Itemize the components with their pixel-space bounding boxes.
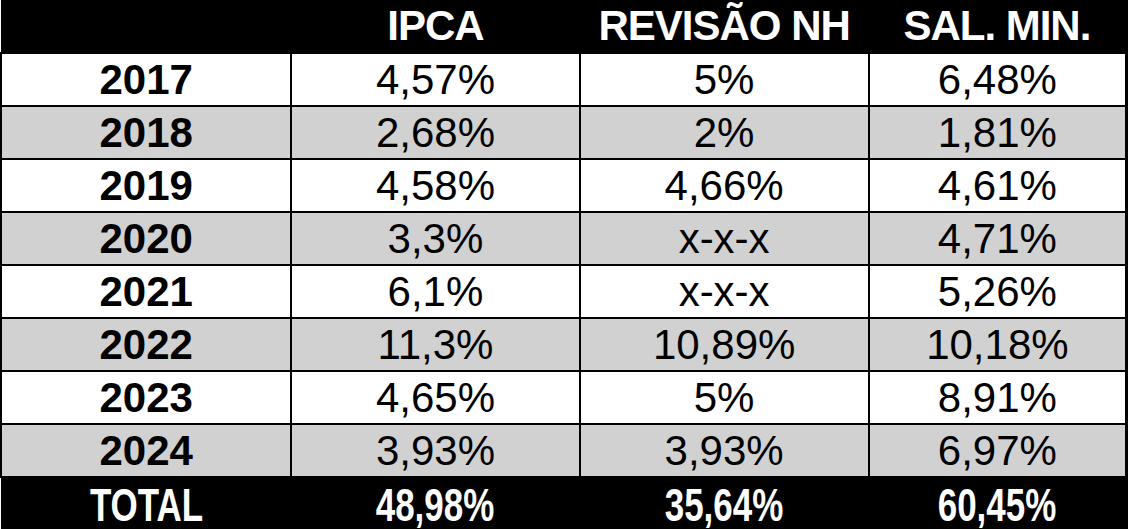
total-label: TOTAL [90,478,203,529]
year-cell: 2020 [1,212,291,265]
sal-min-cell: 5,26% [869,265,1127,318]
total-ipca-value: 48,98% [376,478,495,529]
year-cell: 2018 [1,106,291,159]
year-cell: 2023 [1,371,291,424]
header-cell-revisao-nh: REVISÃO NH [580,0,869,53]
table-row-2019: 2019 4,58% 4,66% 4,61% [1,159,1127,212]
sal-min-cell: 6,97% [869,424,1127,477]
sal-min-cell: 4,71% [869,212,1127,265]
year-cell: 2019 [1,159,291,212]
revisao-nh-cell: x-x-x [580,212,869,265]
header-row: IPCA REVISÃO NH SAL. MIN. [1,0,1127,53]
table-row-2020: 2020 3,3% x-x-x 4,71% [1,212,1127,265]
revisao-nh-cell: 4,66% [580,159,869,212]
total-row: TOTAL 48,98% 35,64% 60,45% [1,477,1127,529]
ipca-cell: 4,58% [291,159,579,212]
revisao-nh-cell: 5% [580,371,869,424]
revisao-nh-cell: 2% [580,106,869,159]
total-revisao-nh-value: 35,64% [665,478,784,529]
header-cell-empty [1,0,291,53]
ipca-cell: 2,68% [291,106,579,159]
year-cell: 2021 [1,265,291,318]
ipca-cell: 4,57% [291,53,579,106]
total-revisao-nh-cell: 35,64% [580,477,869,529]
sal-min-cell: 4,61% [869,159,1127,212]
total-label-cell: TOTAL [1,477,291,529]
sal-min-cell: 8,91% [869,371,1127,424]
header-cell-sal-min: SAL. MIN. [869,0,1127,53]
table-row-2018: 2018 2,68% 2% 1,81% [1,106,1127,159]
table-row-2017: 2017 4,57% 5% 6,48% [1,53,1127,106]
total-sal-min-value: 60,45% [938,478,1057,529]
year-cell: 2017 [1,53,291,106]
indices-table-stage: IPCA REVISÃO NH SAL. MIN. 2017 4,57% 5% … [0,0,1128,529]
ipca-cell: 6,1% [291,265,579,318]
total-ipca-cell: 48,98% [291,477,579,529]
revisao-nh-cell: x-x-x [580,265,869,318]
year-cell: 2022 [1,318,291,371]
sal-min-cell: 10,18% [869,318,1127,371]
revisao-nh-cell: 3,93% [580,424,869,477]
ipca-cell: 4,65% [291,371,579,424]
header-cell-ipca: IPCA [291,0,579,53]
table-row-2024: 2024 3,93% 3,93% 6,97% [1,424,1127,477]
table-row-2023: 2023 4,65% 5% 8,91% [1,371,1127,424]
revisao-nh-cell: 5% [580,53,869,106]
table-row-2021: 2021 6,1% x-x-x 5,26% [1,265,1127,318]
table-row-2022: 2022 11,3% 10,89% 10,18% [1,318,1127,371]
revisao-nh-cell: 10,89% [580,318,869,371]
ipca-cell: 3,93% [291,424,579,477]
indices-table: IPCA REVISÃO NH SAL. MIN. 2017 4,57% 5% … [0,0,1128,529]
sal-min-cell: 1,81% [869,106,1127,159]
sal-min-cell: 6,48% [869,53,1127,106]
year-cell: 2024 [1,424,291,477]
ipca-cell: 11,3% [291,318,579,371]
total-sal-min-cell: 60,45% [869,477,1127,529]
ipca-cell: 3,3% [291,212,579,265]
